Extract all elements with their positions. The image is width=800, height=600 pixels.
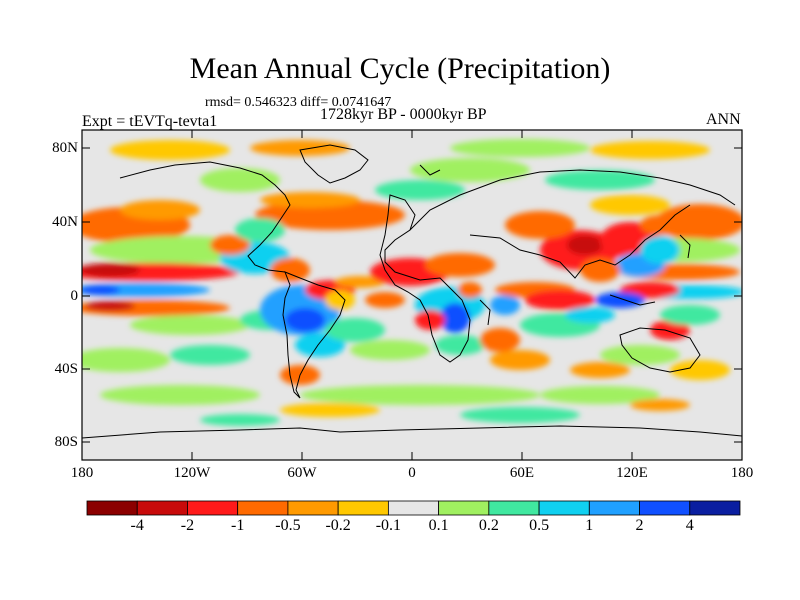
colorbar-box bbox=[187, 500, 239, 516]
lon-label-180e: 180 bbox=[730, 465, 754, 481]
colorbar-box bbox=[86, 500, 138, 516]
colorbar-label: 1 bbox=[585, 517, 594, 534]
lon-label-0: 0 bbox=[408, 465, 416, 481]
colorbar-box bbox=[588, 500, 640, 516]
colorbar-label: 0.5 bbox=[529, 517, 550, 534]
lon-label-120e: 120E bbox=[616, 465, 648, 481]
colorbar-label: 0.1 bbox=[428, 517, 449, 534]
colorbar-box bbox=[538, 500, 590, 516]
axis-ticks bbox=[82, 130, 742, 460]
lat-label-40s: 40S bbox=[54, 361, 78, 377]
lon-label-120w: 120W bbox=[173, 465, 211, 481]
experiment-label: Expt = tEVTq-tevta1 bbox=[82, 113, 218, 130]
colorbar-label: -1 bbox=[231, 517, 245, 534]
lat-label-40n: 40N bbox=[52, 214, 78, 230]
colorbar-box bbox=[136, 500, 188, 516]
lat-label-80s: 80S bbox=[54, 434, 78, 450]
colorbar-box bbox=[488, 500, 540, 516]
lon-label-180w: 180 bbox=[70, 465, 94, 481]
chart-title: Mean Annual Cycle (Precipitation) bbox=[189, 52, 611, 85]
colorbar-box bbox=[639, 500, 691, 516]
colorbar-box bbox=[689, 500, 741, 516]
season-label: ANN bbox=[706, 111, 741, 128]
colorbar-label: -2 bbox=[180, 517, 195, 534]
rmsd-diff-stats: rmsd= 0.546323 diff= 0.0741647 bbox=[205, 95, 392, 110]
coastlines bbox=[82, 144, 742, 439]
colorbar-box bbox=[438, 500, 490, 516]
colorbar-label: -4 bbox=[130, 517, 144, 534]
colorbar-box bbox=[387, 500, 440, 516]
colorbar-label: -0.5 bbox=[275, 517, 301, 534]
colorbar-box bbox=[287, 500, 339, 516]
lat-label-80n: 80N bbox=[52, 140, 78, 156]
colorbar-box bbox=[337, 500, 389, 516]
lat-label-eq: 0 bbox=[70, 288, 79, 304]
time-period-label: 1728kyr BP - 0000kyr BP bbox=[320, 106, 487, 123]
colorbar-label: 0.2 bbox=[478, 517, 499, 534]
colorbar-box bbox=[237, 500, 289, 516]
lon-label-60w: 60W bbox=[287, 465, 317, 481]
colorbar bbox=[86, 500, 741, 516]
colorbar-label: -0.2 bbox=[325, 517, 351, 534]
precip-field bbox=[82, 130, 742, 460]
colorbar-label: -0.1 bbox=[375, 517, 402, 534]
lon-label-60e: 60E bbox=[509, 465, 535, 481]
colorbar-label: 2 bbox=[635, 517, 644, 534]
colorbar-label: 4 bbox=[685, 517, 694, 534]
